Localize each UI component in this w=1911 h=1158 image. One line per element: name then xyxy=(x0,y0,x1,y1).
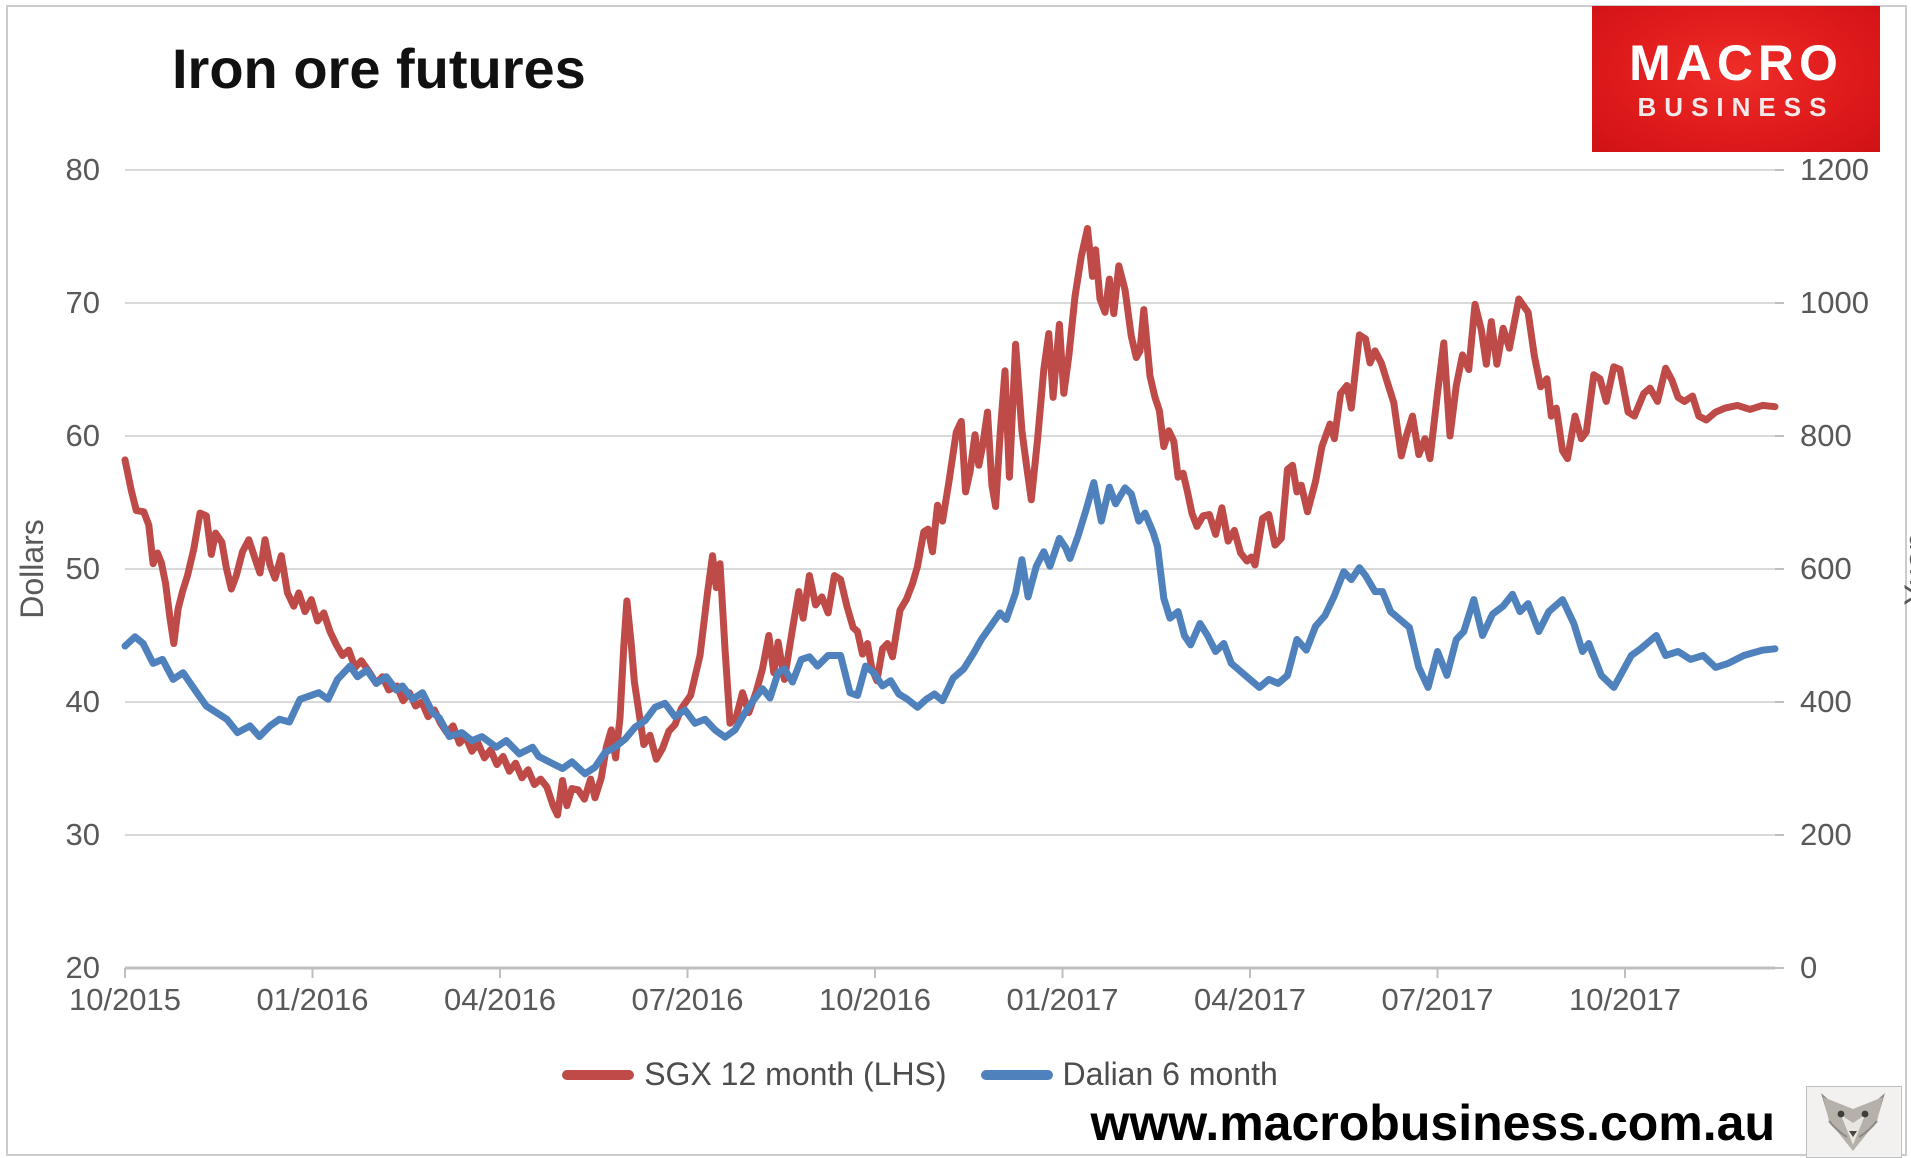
y-right-label-800: 800 xyxy=(1800,418,1852,453)
footer-website-url: www.macrobusiness.com.au xyxy=(1090,1095,1775,1151)
fox-mascot-image xyxy=(1806,1086,1902,1158)
series-line-sgx xyxy=(121,225,1779,819)
legend-swatch-dalian xyxy=(980,1069,1053,1080)
y-right-label-0: 0 xyxy=(1800,950,1818,985)
y-left-label-70: 70 xyxy=(65,285,100,320)
y-left-label-20: 20 xyxy=(65,950,100,985)
y-left-label-30: 30 xyxy=(65,817,100,852)
y-left-label-40: 40 xyxy=(65,684,100,719)
legend-label-dalian: Dalian 6 month xyxy=(1062,1056,1278,1092)
x-label-10/2016: 10/2016 xyxy=(818,982,932,1017)
macrobusiness-logo: MACRO BUSINESS xyxy=(1592,6,1880,152)
y-left-label-50: 50 xyxy=(65,551,100,586)
series-line-dalian xyxy=(121,479,1779,778)
chart-legend: SGX 12 month (LHS) Dalian 6 month xyxy=(0,1056,1840,1093)
y-right-label-1000: 1000 xyxy=(1800,285,1869,320)
y-left-label-60: 60 xyxy=(65,418,100,453)
y-right-label-400: 400 xyxy=(1800,684,1852,719)
y-right-label-600: 600 xyxy=(1800,551,1852,586)
y-left-label-80: 80 xyxy=(65,152,100,187)
logo-text-macro: MACRO xyxy=(1629,35,1843,91)
x-label-07/2017: 07/2017 xyxy=(1381,982,1494,1017)
legend-swatch-sgx xyxy=(562,1069,635,1080)
legend-item-dalian: Dalian 6 month xyxy=(980,1056,1278,1093)
legend-item-sgx: SGX 12 month (LHS) xyxy=(562,1056,947,1093)
left-axis-title: Dollars xyxy=(14,519,50,619)
right-axis-title: Yuan xyxy=(1898,532,1911,606)
logo-text-business: BUSINESS xyxy=(1637,92,1835,122)
y-right-label-200: 200 xyxy=(1800,817,1852,852)
x-label-04/2016: 04/2016 xyxy=(443,982,557,1017)
chart-title: Iron ore futures xyxy=(172,37,586,100)
x-label-01/2016: 01/2016 xyxy=(256,982,369,1017)
x-label-10/2017: 10/2017 xyxy=(1568,982,1682,1017)
legend-label-sgx: SGX 12 month (LHS) xyxy=(644,1056,947,1092)
x-label-07/2016: 07/2016 xyxy=(631,982,744,1017)
x-label-10/2015: 10/2015 xyxy=(68,982,182,1017)
y-right-label-1200: 1200 xyxy=(1800,152,1869,187)
x-label-01/2017: 01/2017 xyxy=(1006,982,1119,1017)
x-label-04/2017: 04/2017 xyxy=(1193,982,1307,1017)
